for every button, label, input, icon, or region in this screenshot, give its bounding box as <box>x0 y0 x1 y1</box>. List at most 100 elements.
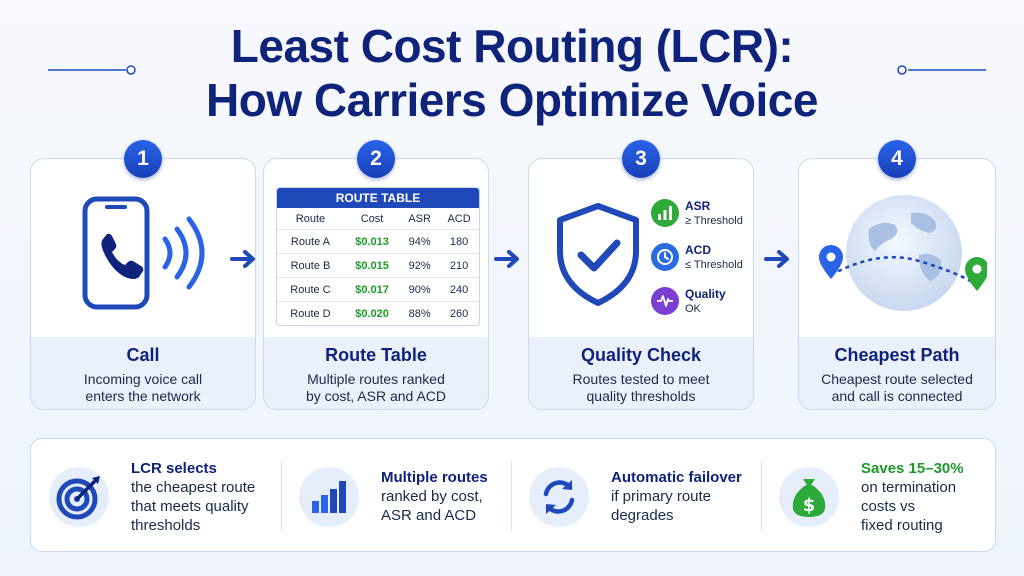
bar-signal-icon <box>651 199 679 227</box>
step-desc-line: quality thresholds <box>586 388 696 404</box>
arrow-right-icon <box>764 250 789 268</box>
card-footer <box>264 337 488 409</box>
step-desc-line: and call is connected <box>831 388 963 404</box>
step-desc-line: Cheapest route selected <box>821 371 973 387</box>
phone-call-icon <box>82 196 205 310</box>
table-row: Route A $0.013 94% 180 <box>277 229 479 254</box>
feature-multiple-routes: Multiple routes ranked by cost, ASR and … <box>281 439 511 553</box>
feature-line: ASR and ACD <box>381 507 477 524</box>
feature-heading: Saves 15–30% <box>861 460 964 477</box>
quality-detail: OK <box>685 303 701 315</box>
clock-icon <box>651 243 679 271</box>
route-table: ROUTE TABLE Route Cost ASR ACD Route A $… <box>276 187 480 326</box>
arrow-right-icon <box>230 250 255 268</box>
step-card-call: Call Incoming voice call enters the netw… <box>30 158 256 410</box>
step-title: Call <box>126 345 160 365</box>
feature-line: if primary route <box>611 488 712 505</box>
table-cell: $0.017 <box>343 277 401 302</box>
route-table-title: ROUTE TABLE <box>277 188 479 208</box>
step-desc-line: by cost, ASR and ACD <box>305 388 447 404</box>
feature-heading: Automatic failover <box>611 469 742 486</box>
feature-automatic-failover: Automatic failover if primary route degr… <box>511 439 761 553</box>
feature-lcr-selects: LCR selects the cheapest route that meet… <box>31 439 281 553</box>
table-cell: 180 <box>439 229 479 254</box>
feature-line: thresholds <box>131 517 201 534</box>
quality-label: Quality <box>685 287 726 301</box>
feature-saves: $ Saves 15–30% on termination costs vs f… <box>761 439 995 553</box>
table-cell: Route D <box>277 301 344 325</box>
card-footer <box>799 337 995 409</box>
money-bag-icon: $ <box>779 467 839 527</box>
table-cell: 240 <box>439 277 479 302</box>
quality-label: ACD <box>685 243 711 257</box>
shield-check-icon <box>557 203 639 306</box>
col-header: Cost <box>360 212 384 225</box>
feature-heading: Multiple routes <box>381 469 488 486</box>
table-cell: 88% <box>400 301 440 325</box>
title-decoration-right <box>897 65 986 75</box>
step-number-badge: 3 <box>622 140 660 178</box>
table-cell: Route C <box>277 277 344 302</box>
quality-label: ASR <box>685 199 711 213</box>
table-cell: Route A <box>277 229 344 254</box>
table-cell: 90% <box>400 277 440 302</box>
card-footer <box>529 337 753 409</box>
title-decoration-left <box>48 65 136 75</box>
feature-line: ranked by cost, <box>381 488 483 505</box>
step-description: Incoming voice call enters the network <box>39 371 247 405</box>
svg-text:$: $ <box>803 495 816 516</box>
table-cell: Route B <box>277 253 344 278</box>
step-description: Cheapest route selected and call is conn… <box>807 371 987 405</box>
globe-path-icon <box>819 195 987 311</box>
table-cell: $0.013 <box>343 229 401 254</box>
step-description: Multiple routes ranked by cost, ASR and … <box>272 371 480 405</box>
step-description: Routes tested to meet quality thresholds <box>537 371 745 405</box>
table-cell: $0.020 <box>343 301 401 325</box>
step-desc-line: enters the network <box>85 388 201 404</box>
table-row: Route C $0.017 90% 240 <box>277 277 479 302</box>
quality-detail: ≤ Threshold <box>685 259 743 271</box>
table-row: Route D $0.020 88% 260 <box>277 301 479 325</box>
refresh-icon <box>529 467 589 527</box>
step-card-cheapest-path: Cheapest Path Cheapest route selected an… <box>798 158 996 410</box>
quality-detail: ≥ Threshold <box>685 215 743 227</box>
step-title: Quality Check <box>580 345 702 365</box>
step-title: Cheapest Path <box>834 345 960 365</box>
step-number-badge: 2 <box>357 140 395 178</box>
quality-item-asr: ASR ≥ Threshold <box>651 199 743 228</box>
table-row: Route B $0.015 92% 210 <box>277 253 479 278</box>
col-header: Route <box>295 212 326 225</box>
bar-chart-icon <box>299 467 359 527</box>
arrow-right-icon <box>494 250 519 268</box>
step-desc-line: Incoming voice call <box>83 371 203 387</box>
feature-line: that meets quality <box>131 498 249 515</box>
divider <box>281 461 282 531</box>
benefits-panel: LCR selects the cheapest route that meet… <box>30 438 996 552</box>
table-cell: 210 <box>439 253 479 278</box>
page-title-line2: How Carriers Optimize Voice <box>206 74 818 126</box>
step-number-badge: 1 <box>124 140 162 178</box>
step-number-badge: 4 <box>878 140 916 178</box>
waveform-icon <box>651 287 679 315</box>
feature-heading: LCR selects <box>131 460 217 477</box>
feature-line: degrades <box>611 507 674 524</box>
divider <box>511 461 512 531</box>
page-title-line1: Least Cost Routing (LCR): <box>230 20 794 72</box>
quality-item-quality: Quality OK <box>651 287 726 316</box>
card-footer <box>31 337 255 409</box>
target-icon <box>49 467 109 527</box>
step-card-route-table: ROUTE TABLE Route Cost ASR ACD Route A $… <box>263 158 489 410</box>
table-cell: 92% <box>400 253 440 278</box>
feature-line: fixed routing <box>861 517 943 534</box>
table-cell: 260 <box>439 301 479 325</box>
step-desc-line: Routes tested to meet <box>572 371 710 387</box>
quality-item-acd: ACD ≤ Threshold <box>651 243 743 272</box>
feature-line: the cheapest route <box>131 479 256 496</box>
col-header: ASR <box>408 212 431 225</box>
step-title: Route Table <box>325 345 427 365</box>
table-cell: 94% <box>400 229 440 254</box>
feature-line: costs vs <box>861 498 916 515</box>
step-desc-line: Multiple routes ranked <box>307 371 445 387</box>
col-header: ACD <box>447 212 471 225</box>
divider <box>761 461 762 531</box>
